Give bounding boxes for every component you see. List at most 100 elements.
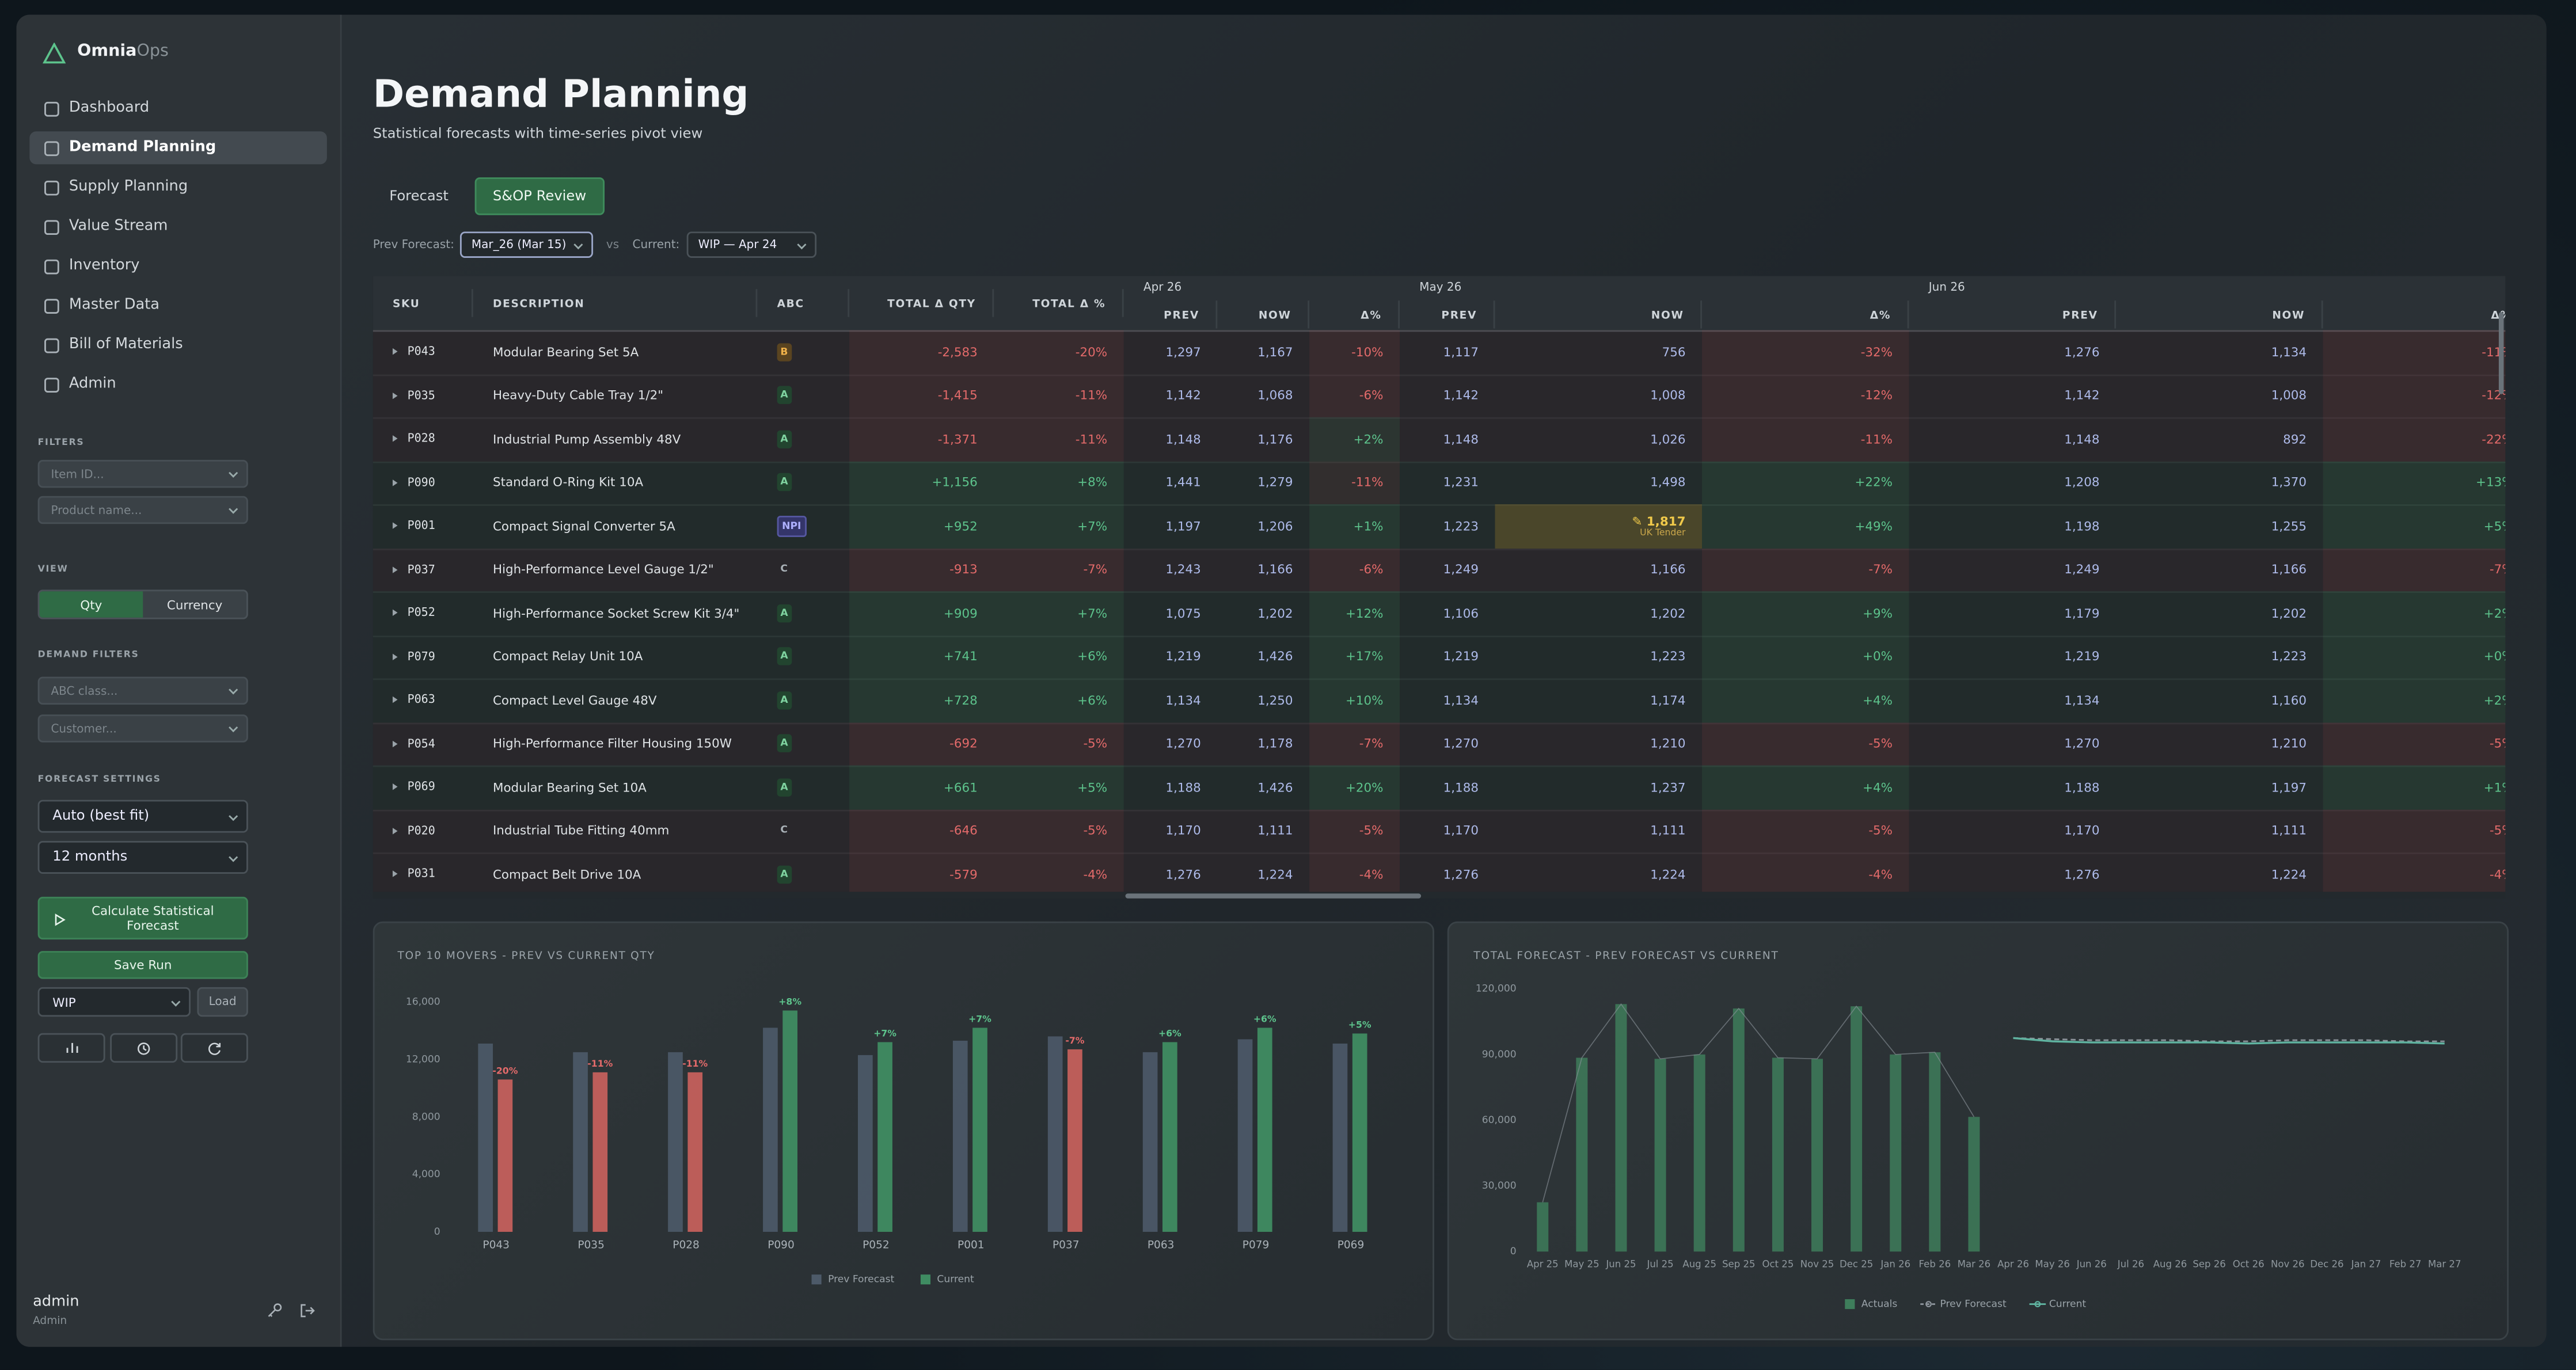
item-filter[interactable]: Item ID...	[37, 459, 248, 488]
line	[2013, 1037, 2445, 1042]
table-row[interactable]: P069 Modular Bearing Set 10A A +661 +5% 1,188…	[373, 765, 2506, 811]
cell-value: 1,179	[2064, 606, 2100, 621]
table-cell: P063	[373, 678, 473, 722]
table-row[interactable]: P031 Compact Belt Drive 10A A -579 -4% 1,276 1…	[373, 852, 2506, 892]
expand-arrow[interactable]	[392, 783, 398, 791]
expand-arrow[interactable]	[392, 653, 398, 660]
refresh-icon-button[interactable]	[180, 1033, 248, 1063]
table-row[interactable]: P063 Compact Level Gauge 48V A +728 +6% 1,134…	[373, 678, 2506, 724]
scrollbar-thumb[interactable]	[1125, 893, 1422, 898]
method-select[interactable]: Auto (best fit)	[37, 800, 248, 833]
section-label: VIEW	[37, 565, 69, 575]
chart-title: TOTAL FORECAST - PREV FORECAST VS CURREN…	[1473, 950, 1779, 962]
prev-select[interactable]: Mar_26 (Mar 15)	[459, 231, 594, 258]
table-cell: -4%	[2323, 852, 2506, 892]
key-icon[interactable]	[266, 1303, 283, 1319]
legend-swatch	[2034, 1301, 2041, 1307]
table-cell: 1,208	[1909, 461, 2117, 504]
sku: P054	[407, 737, 435, 751]
expand-arrow[interactable]	[392, 435, 398, 443]
save-button[interactable]: Save Run	[37, 951, 248, 979]
horizon-select[interactable]: 12 months	[37, 840, 248, 874]
table-row[interactable]: P020 Industrial Tube Fitting 40mm C -646 -5%…	[373, 809, 2506, 854]
nav-label: Dashboard	[69, 100, 150, 117]
cell-value: +9%	[1863, 606, 1893, 621]
table-cell: A	[757, 678, 849, 722]
expand-arrow[interactable]	[392, 827, 398, 834]
table-cell: 1,219	[1400, 635, 1495, 679]
nav-item[interactable]: Supply Planning	[29, 171, 326, 204]
nav-item[interactable]: Value Stream	[29, 210, 326, 243]
table-cell: 1,170	[1400, 809, 1495, 853]
x-tick-label: Apr 25	[1527, 1259, 1559, 1270]
toggle-option[interactable]: Qty	[39, 591, 143, 618]
table-cell: -5%	[994, 809, 1124, 853]
run-select[interactable]: WIP	[37, 987, 191, 1017]
cell-value: 1,170	[2064, 823, 2100, 838]
cell-value: 1,297	[1165, 344, 1201, 360]
cell-value: 1,166	[1650, 562, 1686, 577]
chart-icon-button[interactable]	[37, 1033, 105, 1063]
table-cell: 1,188	[1909, 766, 2117, 809]
expand-arrow[interactable]	[392, 697, 398, 703]
sku: P052	[407, 606, 435, 620]
tab[interactable]: S&OP Review	[474, 177, 605, 215]
cell-value: 1,166	[1257, 562, 1293, 577]
table-cell: +22%	[1702, 461, 1909, 504]
sku: P069	[407, 781, 435, 794]
cell-value: 1,197	[2271, 779, 2307, 795]
history-icon-button[interactable]	[110, 1033, 178, 1063]
load-button[interactable]: Load	[197, 987, 248, 1017]
expand-arrow[interactable]	[392, 610, 398, 616]
nav-item[interactable]: Admin	[29, 368, 326, 401]
legend-label: Prev Forecast	[828, 1274, 894, 1285]
nav-item[interactable]: Master Data	[29, 289, 326, 322]
current-select[interactable]: WIP — Apr 24	[686, 231, 817, 258]
nav-icon	[44, 299, 59, 314]
nav-item[interactable]: Demand Planning	[29, 131, 327, 165]
expand-arrow[interactable]	[392, 740, 398, 747]
table-row[interactable]: P052 High-Performance Socket Screw Kit 3/…	[373, 591, 2506, 637]
table-row[interactable]: P035 Heavy-Duty Cable Tray 1/2" A -1,415 -11…	[373, 374, 2506, 419]
bar	[1772, 1057, 1784, 1252]
table-cell: NPI	[757, 504, 849, 548]
table-row[interactable]: P054 High-Performance Filter Housing 150W…	[373, 722, 2506, 767]
cell-value: 1,075	[1165, 606, 1201, 621]
expand-arrow[interactable]	[392, 348, 398, 356]
table-cell: -5%	[1702, 809, 1909, 853]
tab[interactable]: Forecast	[389, 188, 449, 205]
table-cell: -6%	[1309, 547, 1400, 592]
logout-icon[interactable]	[299, 1303, 316, 1319]
product-filter[interactable]: Product name...	[37, 496, 248, 524]
table-row[interactable]: P028 Industrial Pump Assembly 48V A -1,371 -…	[373, 417, 2506, 463]
x-tick-label: Jun 25	[1605, 1259, 1636, 1270]
bar	[972, 1028, 987, 1232]
table-row[interactable]: P079 Compact Relay Unit 10A A +741 +6% 1,219 1…	[373, 634, 2506, 680]
expand-arrow[interactable]	[392, 870, 398, 878]
expand-arrow[interactable]	[392, 392, 398, 399]
expand-arrow[interactable]	[392, 566, 398, 573]
table-cell: 1,231	[1400, 461, 1495, 504]
toggle-option[interactable]: Currency	[166, 597, 223, 612]
nav-item[interactable]: Dashboard	[29, 92, 326, 125]
x-tick-label: May 26	[2035, 1259, 2069, 1270]
customer-filter[interactable]: Customer...	[37, 714, 248, 743]
expand-arrow[interactable]	[392, 479, 398, 486]
cell-value: 892	[2283, 431, 2307, 447]
table-row[interactable]: P037 High-Performance Level Gauge 1/2" C -9…	[373, 547, 2506, 593]
vertical-scrollbar[interactable]	[2498, 312, 2504, 394]
table-cell: Compact Belt Drive 10A	[473, 853, 758, 892]
table-cell: P079	[373, 635, 473, 679]
table-row[interactable]: P001 Compact Signal Converter 5A NPI +952 +7…	[373, 504, 2506, 550]
cell-value: -2,583	[937, 344, 978, 360]
cell-value: -4%	[1868, 866, 1893, 882]
calculate-button[interactable]: Calculate Statistical Forecast	[37, 896, 248, 940]
table-row[interactable]: P043 Modular Bearing Set 5A B -2,583 -20% 1,2…	[373, 330, 2506, 375]
table-cell: +5%	[994, 765, 1124, 809]
abc-filter[interactable]: ABC class...	[37, 676, 248, 705]
table-row[interactable]: P090 Standard O-Ring Kit 10A A +1,156 +8% 1,4…	[373, 461, 2506, 506]
nav-item[interactable]: Inventory	[29, 250, 326, 283]
expand-arrow[interactable]	[392, 523, 398, 530]
abc-badge: A	[777, 778, 792, 797]
nav-item[interactable]: Bill of Materials	[29, 329, 326, 361]
